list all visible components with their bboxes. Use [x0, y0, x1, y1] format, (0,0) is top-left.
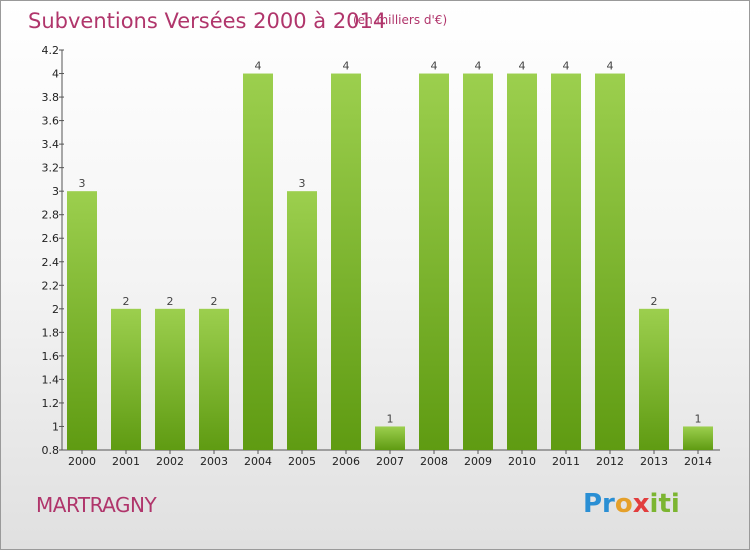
chart-title: Subventions Versées 2000 à 2014: [28, 9, 387, 33]
bar-value-label: 4: [519, 60, 526, 73]
x-tick-label: 2008: [420, 455, 448, 468]
y-tick-label: 1.2: [42, 397, 60, 410]
y-tick-label: 3.8: [42, 91, 60, 104]
bar: [243, 73, 273, 450]
bar-value-label: 3: [299, 177, 306, 190]
y-tick-label: 2.6: [42, 232, 60, 245]
bar: [595, 73, 625, 450]
proxiti-logo: Proxiti: [583, 489, 680, 519]
bar: [287, 191, 317, 451]
x-tick-label: 2002: [156, 455, 184, 468]
y-tick-label: 3: [52, 185, 59, 198]
bar-value-label: 1: [695, 412, 702, 425]
x-tick-label: 2004: [244, 455, 272, 468]
bar: [507, 73, 537, 450]
y-tick-label: 0.8: [42, 444, 60, 457]
y-tick-label: 1.4: [42, 373, 60, 386]
y-tick-label: 4: [52, 68, 59, 81]
commune-name: MARTRAGNY: [36, 493, 157, 517]
bar-value-label: 4: [255, 60, 262, 73]
x-tick-label: 2006: [332, 455, 360, 468]
y-tick-label: 1.8: [42, 326, 60, 339]
x-tick-label: 2001: [112, 455, 140, 468]
x-tick-label: 2005: [288, 455, 316, 468]
bar-value-label: 3: [79, 177, 86, 190]
y-tick-label: 1.6: [42, 350, 60, 363]
x-tick-label: 2007: [376, 455, 404, 468]
y-tick-label: 3.4: [42, 138, 60, 151]
bar-value-label: 4: [563, 60, 570, 73]
x-tick-label: 2000: [68, 455, 96, 468]
x-tick-label: 2010: [508, 455, 536, 468]
unit-label: (en milliers d'€): [353, 13, 448, 27]
x-tick-label: 2003: [200, 455, 228, 468]
bar-value-label: 4: [607, 60, 614, 73]
bar-value-label: 4: [343, 60, 350, 73]
bar: [375, 426, 405, 450]
bar: [67, 191, 97, 451]
x-tick-label: 2011: [552, 455, 580, 468]
x-tick-label: 2012: [596, 455, 624, 468]
x-tick-label: 2013: [640, 455, 668, 468]
bar-value-label: 2: [211, 295, 218, 308]
bar: [683, 426, 713, 450]
bar: [463, 73, 493, 450]
bar-value-label: 2: [123, 295, 130, 308]
y-tick-label: 2.4: [42, 256, 60, 269]
bar: [155, 308, 185, 450]
bar-value-label: 2: [651, 295, 658, 308]
bar-value-label: 1: [387, 412, 394, 425]
y-tick-label: 4.2: [42, 44, 60, 57]
bar: [419, 73, 449, 450]
y-tick-label: 2.2: [42, 279, 60, 292]
bar: [199, 308, 229, 450]
bar: [639, 308, 669, 450]
bar-value-label: 4: [475, 60, 482, 73]
bar: [111, 308, 141, 450]
x-tick-label: 2014: [684, 455, 712, 468]
y-tick-label: 3.2: [42, 162, 60, 175]
y-tick-label: 1: [52, 420, 59, 433]
bar: [551, 73, 581, 450]
bar-value-label: 2: [167, 295, 174, 308]
y-tick-label: 2: [52, 303, 59, 316]
bar-value-label: 4: [431, 60, 438, 73]
y-tick-label: 3.6: [42, 115, 60, 128]
bar: [331, 73, 361, 450]
x-tick-label: 2009: [464, 455, 492, 468]
y-tick-label: 2.8: [42, 209, 60, 222]
